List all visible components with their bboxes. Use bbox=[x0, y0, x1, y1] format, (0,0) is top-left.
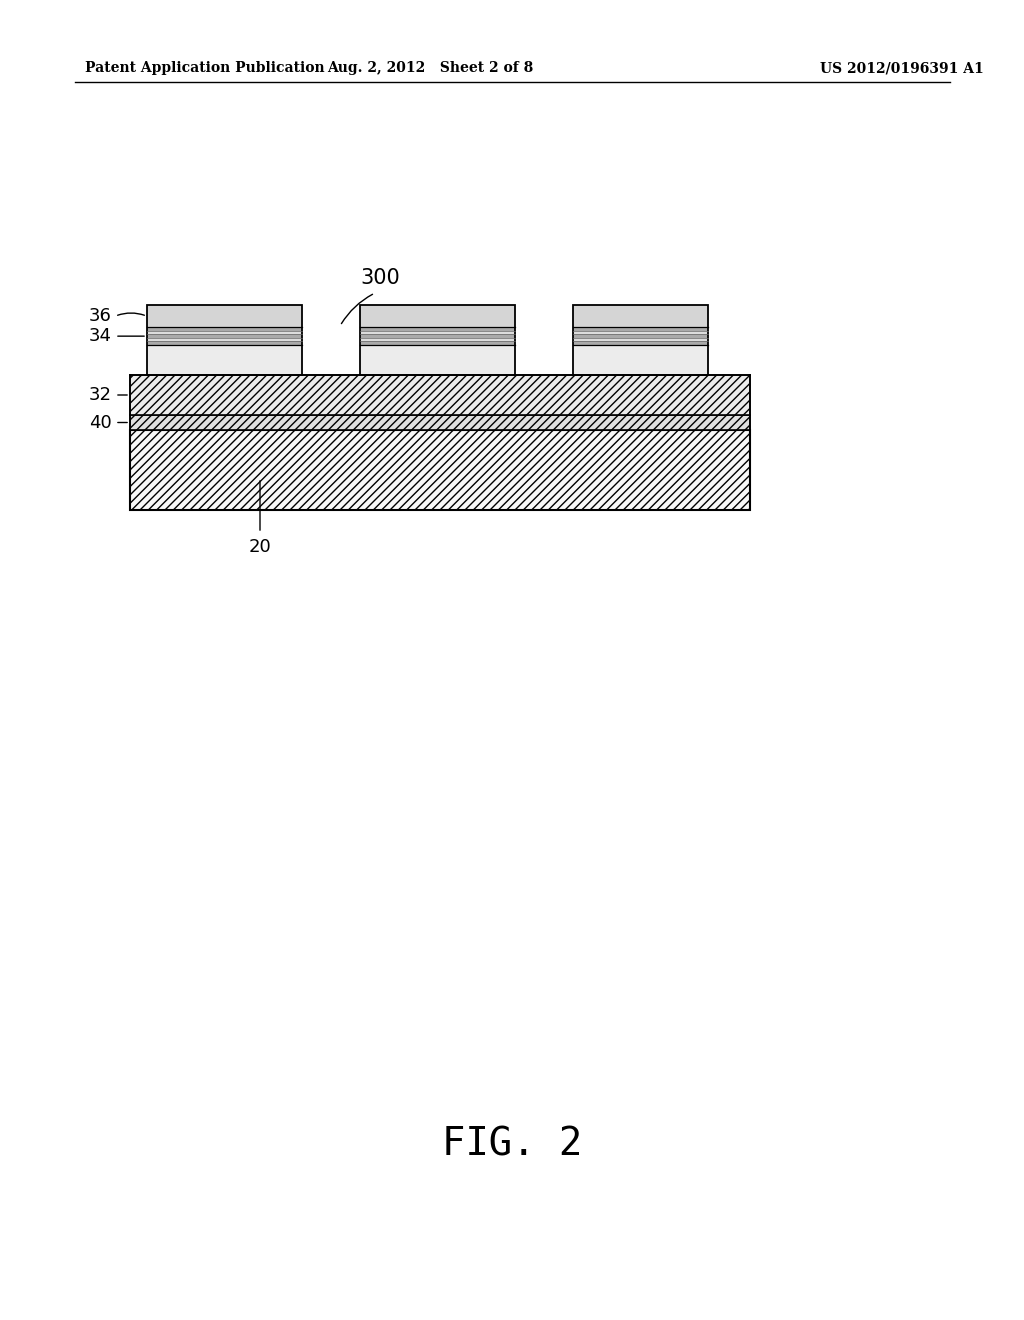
Bar bbox=[360, 305, 515, 375]
Bar bbox=[130, 414, 750, 430]
Bar bbox=[573, 338, 708, 342]
Bar bbox=[147, 305, 302, 327]
Bar bbox=[573, 305, 708, 375]
Bar bbox=[360, 331, 515, 334]
Bar bbox=[573, 334, 708, 338]
Bar bbox=[147, 305, 302, 375]
Bar bbox=[147, 331, 302, 334]
Bar bbox=[573, 327, 708, 331]
Text: 300: 300 bbox=[360, 268, 400, 288]
Bar bbox=[573, 342, 708, 345]
Bar bbox=[130, 375, 750, 414]
Text: Patent Application Publication: Patent Application Publication bbox=[85, 61, 325, 75]
Text: FIG. 2: FIG. 2 bbox=[442, 1126, 582, 1164]
Bar bbox=[573, 331, 708, 334]
Text: 34: 34 bbox=[89, 327, 112, 345]
Bar bbox=[360, 305, 515, 327]
Bar bbox=[573, 345, 708, 375]
Bar bbox=[573, 305, 708, 327]
Bar bbox=[360, 334, 515, 338]
Text: Aug. 2, 2012   Sheet 2 of 8: Aug. 2, 2012 Sheet 2 of 8 bbox=[327, 61, 534, 75]
Bar bbox=[360, 345, 515, 375]
Bar bbox=[360, 338, 515, 342]
Bar bbox=[147, 327, 302, 331]
Text: 40: 40 bbox=[89, 413, 112, 432]
Bar bbox=[130, 430, 750, 510]
Text: US 2012/0196391 A1: US 2012/0196391 A1 bbox=[820, 61, 984, 75]
Bar bbox=[147, 345, 302, 375]
Bar bbox=[147, 338, 302, 342]
Bar bbox=[360, 342, 515, 345]
Text: 32: 32 bbox=[89, 385, 112, 404]
Bar bbox=[360, 327, 515, 331]
Text: 20: 20 bbox=[249, 539, 271, 556]
Bar bbox=[147, 334, 302, 338]
Text: 36: 36 bbox=[89, 308, 112, 325]
Bar bbox=[147, 342, 302, 345]
